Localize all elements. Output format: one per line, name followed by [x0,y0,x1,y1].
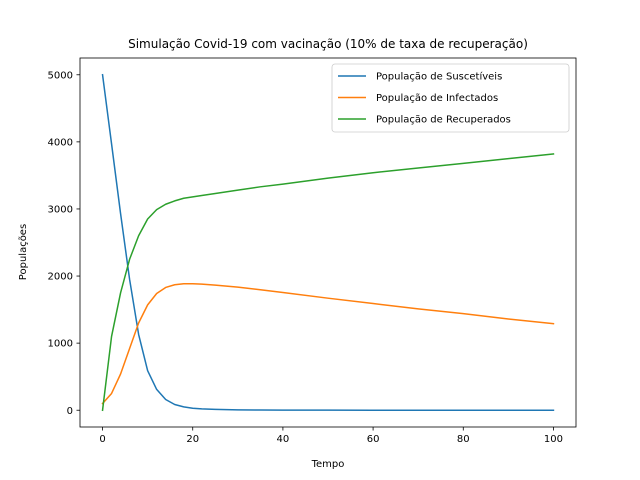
x-tick-label: 0 [99,434,105,445]
y-tick-label: 1000 [48,339,73,350]
series-line-0 [101,73,555,411]
legend-label-1: População de Infectados [376,93,498,104]
x-tick-label: 40 [277,434,290,445]
legend: População de Suscetíveis População de Inf… [331,63,570,133]
series-line-1 [101,283,555,405]
x-tick-label: 60 [367,434,380,445]
plot-area [101,73,555,412]
chart-title: Simulação Covid-19 com vacinação (10% de… [128,37,528,51]
y-tick-label: 0 [67,406,73,417]
y-tick-label: 5000 [48,70,73,81]
y-axis-label: Populações [18,224,29,280]
y-tick-label: 3000 [48,205,73,216]
x-tick-label: 20 [186,434,199,445]
series-line-2 [101,153,555,412]
x-tick-label: 80 [457,434,470,445]
x-tick-label: 100 [544,434,563,445]
legend-label-0: População de Suscetíveis [376,71,502,83]
x-axis-label: Tempo [311,459,345,470]
y-tick-label: 2000 [48,272,73,283]
axes-frame [79,57,577,428]
legend-frame [331,63,570,133]
legend-label-2: População de Recuperados [376,115,511,126]
y-tick-label: 4000 [48,137,73,148]
